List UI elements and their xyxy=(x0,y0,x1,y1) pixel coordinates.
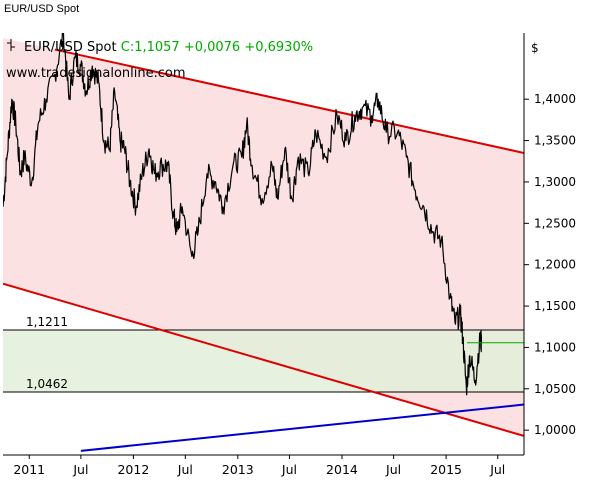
y-tick-label: 1,3500 xyxy=(534,134,576,148)
price-line xyxy=(3,33,483,396)
plot-area xyxy=(3,33,524,452)
support-line xyxy=(80,403,524,452)
legend-text: EUR/USD Spot C:1,1057 +0,0076 +0,6930% xyxy=(24,40,313,55)
x-tick-label: 2014 xyxy=(326,462,358,477)
x-tick-label: Jul xyxy=(385,462,401,477)
x-tick-label: Jul xyxy=(72,462,88,477)
x-tick-label: Jul xyxy=(489,462,505,477)
legend-close: C:1,1057 +0,0076 +0,6930% xyxy=(121,40,313,55)
y-tick-label: 1,2000 xyxy=(534,258,576,272)
currency-symbol: $ xyxy=(531,41,539,55)
watermark-text: www.tradesignalonline.com xyxy=(6,66,186,81)
y-tick-label: 1,0000 xyxy=(534,423,576,437)
y-tick-label: 1,4000 xyxy=(534,92,576,106)
channel-top-line xyxy=(54,48,524,154)
level-label-2: 1,0462 xyxy=(26,377,68,391)
legend: EUR/USD Spot C:1,1057 +0,0076 +0,6930% xyxy=(7,39,313,55)
x-tick-label: Jul xyxy=(177,462,193,477)
x-tick-label: 2012 xyxy=(117,462,149,477)
x-tick-label: Jul xyxy=(281,462,297,477)
y-tick-label: 1,1000 xyxy=(534,340,576,354)
y-tick-label: 1,3000 xyxy=(534,175,576,189)
x-tick-label: 2011 xyxy=(13,462,45,477)
x-tick-label: 2015 xyxy=(430,462,462,477)
legend-symbol: EUR/USD Spot xyxy=(24,40,121,55)
y-tick-label: 1,0500 xyxy=(534,382,576,396)
y-tick-label: 1,2500 xyxy=(534,216,576,230)
channel-bottom-line xyxy=(3,282,524,437)
x-tick-label: 2013 xyxy=(222,462,254,477)
window-title: EUR/USD Spot xyxy=(4,3,80,15)
range-band xyxy=(3,329,524,392)
y-tick-label: 1,1500 xyxy=(534,299,576,313)
level-label-1: 1,1211 xyxy=(26,315,68,329)
